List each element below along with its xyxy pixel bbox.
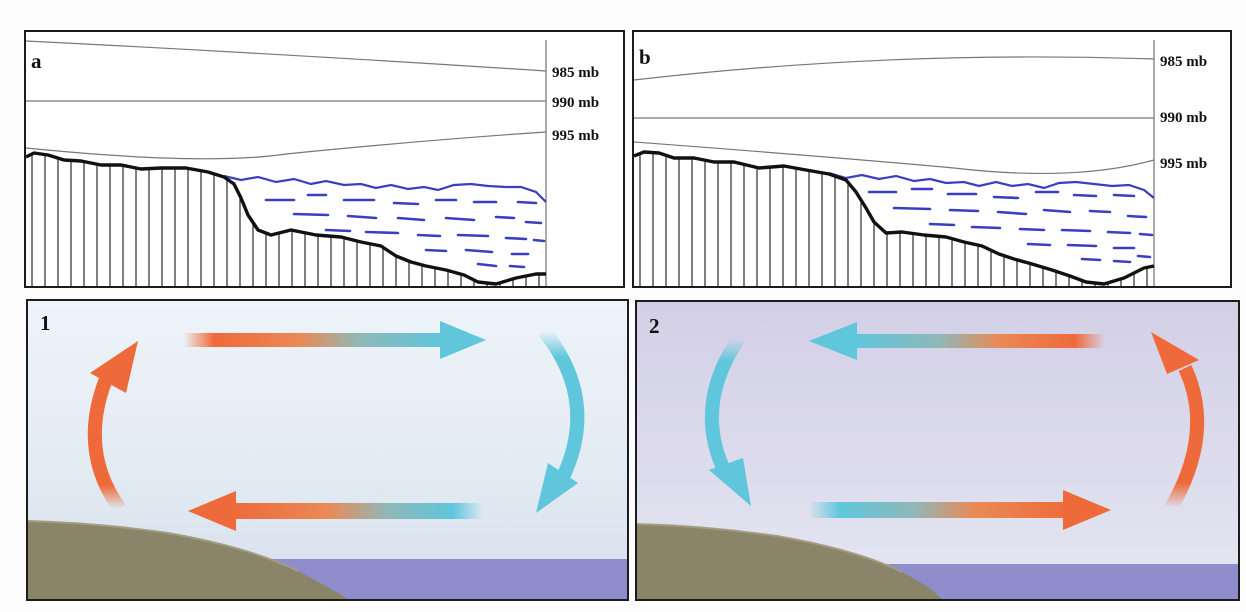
water-dashes <box>867 187 1154 264</box>
upper-air-arrowhead <box>440 321 486 359</box>
surface-wind-arrowhead <box>1063 490 1111 530</box>
sinking-air-arrowhead <box>709 458 751 506</box>
land-ridge <box>28 520 299 572</box>
panel-1-diagram <box>28 301 627 599</box>
isobar-995 <box>634 141 1155 175</box>
land <box>28 521 348 599</box>
panel-a: a 985 mb 990 mb 995 mb <box>24 30 625 288</box>
panel-2-diagram <box>637 302 1238 599</box>
isobar-label-990: 990 mb <box>552 95 600 111</box>
sinking-air-arrow-shaft <box>538 326 585 483</box>
panel-a-diagram <box>26 40 547 286</box>
isobar-985 <box>634 56 1155 81</box>
isobar-label-995: 995 mb <box>1160 156 1208 172</box>
surface-wind-arrowhead <box>188 491 236 531</box>
water-surface <box>828 171 1155 199</box>
upper-air-arrow-shaft <box>183 333 443 347</box>
panel-1: 1 <box>26 299 629 601</box>
panel-2: 2 <box>635 300 1240 601</box>
isobar-label-990: 990 mb <box>1160 110 1208 126</box>
upper-air-arrowhead <box>809 322 857 360</box>
isobar-995 <box>26 131 547 160</box>
panel-label: a <box>31 49 42 73</box>
isobar-label-985: 985 mb <box>552 65 600 81</box>
surface-wind-arrow-shaft <box>809 502 1069 518</box>
rising-air-arrowhead <box>1151 332 1199 374</box>
water-dashes <box>264 193 546 269</box>
panel-b: b 985 mb 990 mb 995 mb <box>632 30 1232 288</box>
land <box>637 524 942 599</box>
sinking-air-arrow-shaft <box>704 334 745 476</box>
land-outline <box>634 150 1155 286</box>
land-ridge <box>637 523 903 573</box>
upper-air-arrow-shaft <box>853 334 1105 348</box>
isobar-label-985: 985 mb <box>1160 54 1208 70</box>
sinking-air-arrowhead <box>536 463 578 513</box>
panel-label: b <box>639 45 651 69</box>
land-outline <box>26 151 546 286</box>
panel-b-diagram <box>634 40 1155 286</box>
panel-label: 1 <box>40 311 51 335</box>
rising-air-arrowhead <box>90 341 138 393</box>
rising-air-arrow-shaft <box>87 376 126 514</box>
isobar-label-995: 995 mb <box>552 128 600 144</box>
panel-label: 2 <box>649 314 660 338</box>
surface-wind-arrow-shaft <box>233 503 483 519</box>
isobar-985 <box>26 40 547 72</box>
rising-air-arrow-shaft <box>1164 365 1205 512</box>
water-surface <box>223 174 547 203</box>
